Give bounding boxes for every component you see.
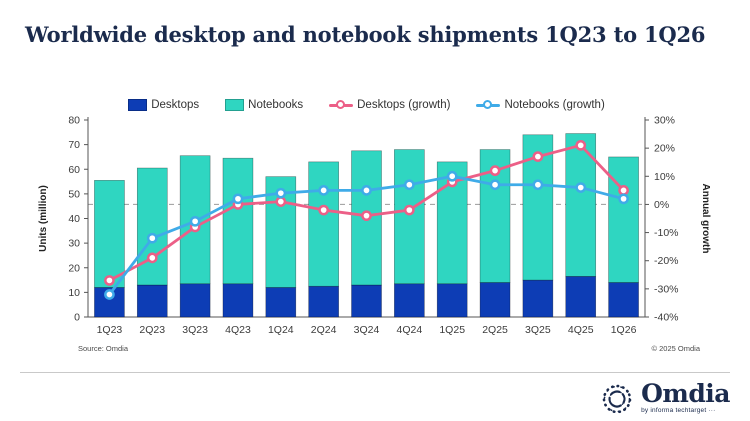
left-axis-tick-label: 30 xyxy=(68,238,80,250)
legend-item-notebooks: Notebooks xyxy=(225,99,303,111)
bar-desktops-2Q23 xyxy=(136,284,168,318)
legend-item-desktops-growth: Desktops (growth) xyxy=(329,99,450,111)
source-note: Source: Omdia xyxy=(78,344,129,353)
right-axis-tick-label: 30% xyxy=(654,115,675,127)
marker-notebooks-growth--2Q24 xyxy=(318,185,330,196)
x-axis-category-label: 1Q24 xyxy=(268,324,294,336)
x-axis-category-label: 4Q24 xyxy=(397,324,423,336)
marker-desktops-growth--2Q24 xyxy=(318,204,330,216)
bar-notebooks-2Q23 xyxy=(136,167,168,286)
legend-item-desktops: Desktops xyxy=(128,99,199,111)
right-axis-tick-label: -20% xyxy=(654,255,679,267)
x-axis-category-label: 2Q23 xyxy=(139,324,165,336)
right-axis-tick-label: 0% xyxy=(654,199,669,211)
marker-notebooks-growth--4Q23 xyxy=(232,193,244,205)
left-axis-tick-label: 0 xyxy=(74,312,80,324)
omdia-logo-wordmark: Omdia xyxy=(641,379,730,408)
marker-desktops-growth--1Q26 xyxy=(618,185,629,196)
footer-divider xyxy=(20,372,730,373)
bar-notebooks-1Q26 xyxy=(608,156,639,283)
marker-notebooks-growth--2Q25 xyxy=(489,179,501,191)
bar-desktops-3Q24 xyxy=(351,284,382,318)
marker-desktops-growth--4Q24 xyxy=(403,204,415,216)
x-axis-category-label: 2Q25 xyxy=(482,324,508,336)
left-axis-tick-label: 50 xyxy=(68,188,80,200)
chart-legend: Desktops Notebooks Desktops (growth) Not… xyxy=(88,99,645,111)
left-axis-tick-label: 60 xyxy=(68,164,80,176)
notebooks-growth-line-icon xyxy=(476,100,501,111)
marker-notebooks-growth--1Q23 xyxy=(104,289,115,300)
bar-desktops-1Q25 xyxy=(436,283,468,318)
x-axis-category-label: 1Q26 xyxy=(611,324,637,336)
bar-desktops-4Q25 xyxy=(565,276,597,318)
x-axis-category-label: 3Q23 xyxy=(182,324,208,336)
right-axis-title: Annual growth xyxy=(700,184,711,254)
bar-desktops-2Q24 xyxy=(308,285,339,318)
marker-desktops-growth--1Q24 xyxy=(275,196,287,207)
x-axis-category-label: 1Q23 xyxy=(97,324,123,336)
marker-notebooks-growth--1Q25 xyxy=(446,170,458,182)
right-axis-tick-label: 10% xyxy=(654,171,675,183)
marker-desktops-growth--2Q25 xyxy=(489,165,501,177)
copyright-note: © 2025 Omdia xyxy=(651,344,700,353)
bar-desktops-4Q24 xyxy=(394,283,425,318)
x-axis-category-label: 4Q23 xyxy=(225,324,251,336)
bar-desktops-2Q25 xyxy=(479,282,511,318)
marker-notebooks-growth--1Q24 xyxy=(275,187,287,199)
right-axis-tick-label: -40% xyxy=(654,312,679,324)
right-axis-tick-label: -10% xyxy=(654,227,679,239)
bar-desktops-3Q25 xyxy=(522,279,554,318)
bar-notebooks-4Q23 xyxy=(222,157,254,285)
notebooks-swatch-icon xyxy=(225,99,245,111)
left-axis-tick-label: 10 xyxy=(68,287,80,299)
bar-desktops-1Q24 xyxy=(265,287,297,318)
legend-label: Desktops (growth) xyxy=(357,99,451,111)
omdia-logo-icon xyxy=(602,384,632,414)
left-axis-tick-label: 80 xyxy=(68,115,80,127)
right-axis-tick-label: -30% xyxy=(654,283,679,295)
legend-item-notebooks-growth: Notebooks (growth) xyxy=(476,99,605,111)
bar-desktops-3Q23 xyxy=(179,283,211,318)
left-axis-title: Units (million) xyxy=(38,185,49,252)
marker-notebooks-growth--3Q25 xyxy=(532,179,544,191)
x-axis-category-label: 1Q25 xyxy=(439,324,465,336)
omdia-logo-tagline: by informa techtarget ··· xyxy=(641,407,716,414)
marker-desktops-growth--4Q25 xyxy=(575,139,587,151)
bar-notebooks-2Q24 xyxy=(308,161,339,287)
marker-notebooks-growth--4Q25 xyxy=(575,182,587,193)
right-axis-tick-label: 20% xyxy=(654,143,675,155)
left-axis-tick-label: 40 xyxy=(68,213,80,225)
left-axis-tick-label: 20 xyxy=(68,262,80,274)
legend-label: Desktops xyxy=(151,99,200,111)
x-axis-category-label: 3Q24 xyxy=(354,324,380,336)
left-axis-tick-label: 70 xyxy=(68,139,80,151)
bar-notebooks-4Q24 xyxy=(394,149,425,285)
desktops-growth-line-icon xyxy=(329,100,354,111)
marker-desktops-growth--3Q25 xyxy=(532,151,544,162)
marker-desktops-growth--1Q23 xyxy=(104,275,115,286)
legend-label: Notebooks xyxy=(248,99,304,111)
bar-desktops-1Q26 xyxy=(608,282,639,318)
marker-notebooks-growth--4Q24 xyxy=(403,179,415,191)
marker-notebooks-growth--3Q24 xyxy=(361,185,372,196)
marker-desktops-growth--2Q23 xyxy=(146,252,158,264)
marker-notebooks-growth--2Q23 xyxy=(146,232,158,244)
x-axis-category-label: 4Q25 xyxy=(568,324,594,336)
marker-desktops-growth--3Q24 xyxy=(361,210,372,222)
marker-notebooks-growth--1Q26 xyxy=(618,193,629,205)
x-axis-category-label: 2Q24 xyxy=(311,324,337,336)
bar-desktops-4Q23 xyxy=(222,283,254,318)
desktops-swatch-icon xyxy=(128,99,148,111)
marker-notebooks-growth--3Q23 xyxy=(189,215,201,227)
bar-notebooks-1Q23 xyxy=(94,180,125,288)
legend-label: Notebooks (growth) xyxy=(504,99,605,111)
omdia-logo: Omdia by informa techtarget ··· xyxy=(598,379,730,417)
page-title: Worldwide desktop and notebook shipments… xyxy=(25,22,706,47)
x-axis-category-label: 3Q25 xyxy=(525,324,551,336)
